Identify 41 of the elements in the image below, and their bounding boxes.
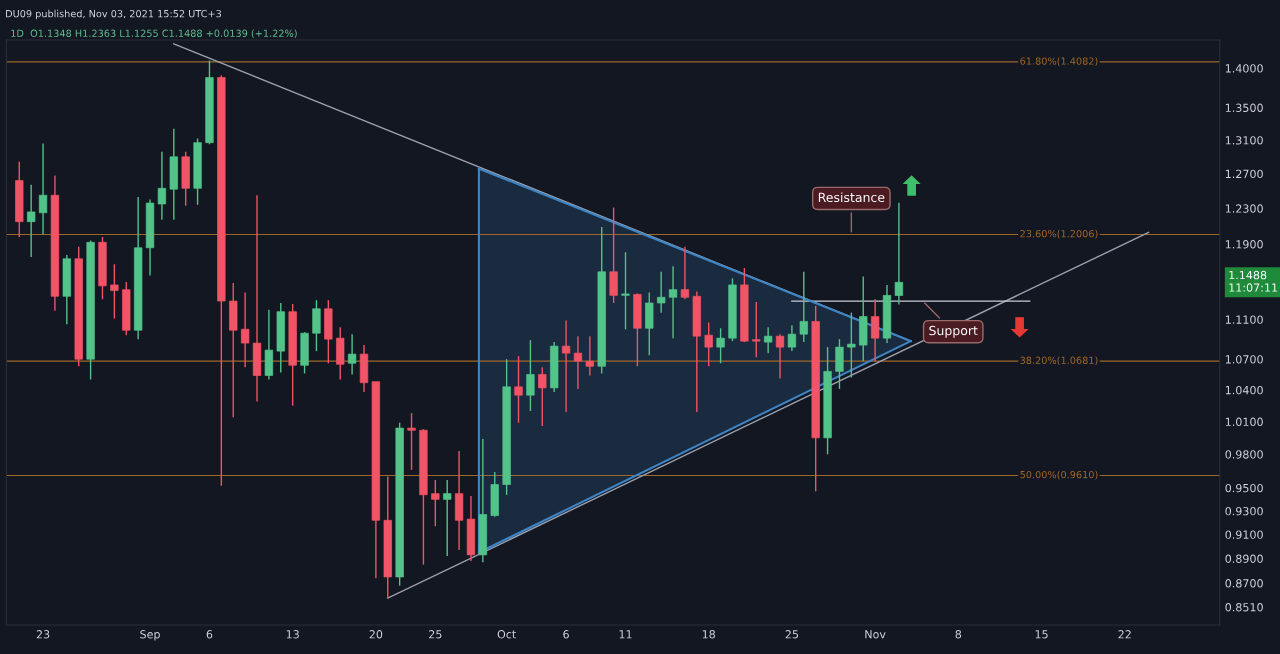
y-tick-label: 1.1900 [1225,240,1263,249]
x-tick-label: 25 [429,630,442,639]
y-tick-label: 1.0400 [1225,385,1263,395]
y-tick-label: 1.2300 [1225,204,1263,213]
y-tick-label: 1.4000 [1225,64,1263,73]
x-tick-label: 22 [1118,630,1131,639]
y-tick-label: 0.9100 [1225,530,1263,539]
x-tick-label: 18 [702,630,716,639]
ref-line-label: 61.80%(1.4082) [1020,57,1098,66]
x-tick-label: 13 [286,630,299,639]
ref-line-label: 50.00%(0.9610) [1020,470,1098,480]
y-tick-label: 1.3500 [1225,103,1263,112]
y-tick-label: 1.2700 [1225,169,1263,179]
chart-subtitle: 1D O1.1348 H1.2363 L1.1255 C1.1488 +0.0139 (+1.22%) [11,29,297,39]
x-tick-label: 6 [563,630,569,639]
text: 1.1488 11:07:11 [1229,270,1278,292]
x-tick-label: 23 [36,630,50,639]
y-tick-label: 1.0700 [1225,355,1263,364]
x-tick-label: 15 [1035,630,1048,639]
x-tick-label: Nov [865,630,886,639]
x-tick-label: 11 [619,630,632,639]
x-tick-label: 20 [369,630,383,639]
x-tick-label: Sep [140,630,160,641]
x-tick-label: 8 [955,630,962,639]
annotation: Support [929,325,978,338]
y-tick-label: 1.1100 [1225,315,1263,324]
ref-line-label: 23.60%(1.2006) [1020,229,1098,239]
y-tick-label: 1.0100 [1225,417,1263,427]
y-tick-label: 0.8700 [1225,579,1263,588]
x-tick-label: 6 [206,630,213,639]
ref-line-label: 38.20%(1.0681) [1020,356,1098,366]
y-tick-label: 0.8510 [1225,603,1263,612]
x-tick-label: 25 [785,630,799,639]
y-tick-label: 0.9500 [1225,483,1263,493]
annotation: Resistance [818,192,885,203]
x-tick-label: Oct [497,630,516,639]
y-tick-label: 0.9800 [1225,450,1263,459]
chart-title: DU09 published, Nov 03, 2021 15:52 UTC+3 [6,9,222,20]
y-tick-label: 0.8900 [1225,554,1263,563]
y-tick-label: 1.3100 [1225,136,1263,145]
y-tick-label: 0.9300 [1225,506,1263,516]
